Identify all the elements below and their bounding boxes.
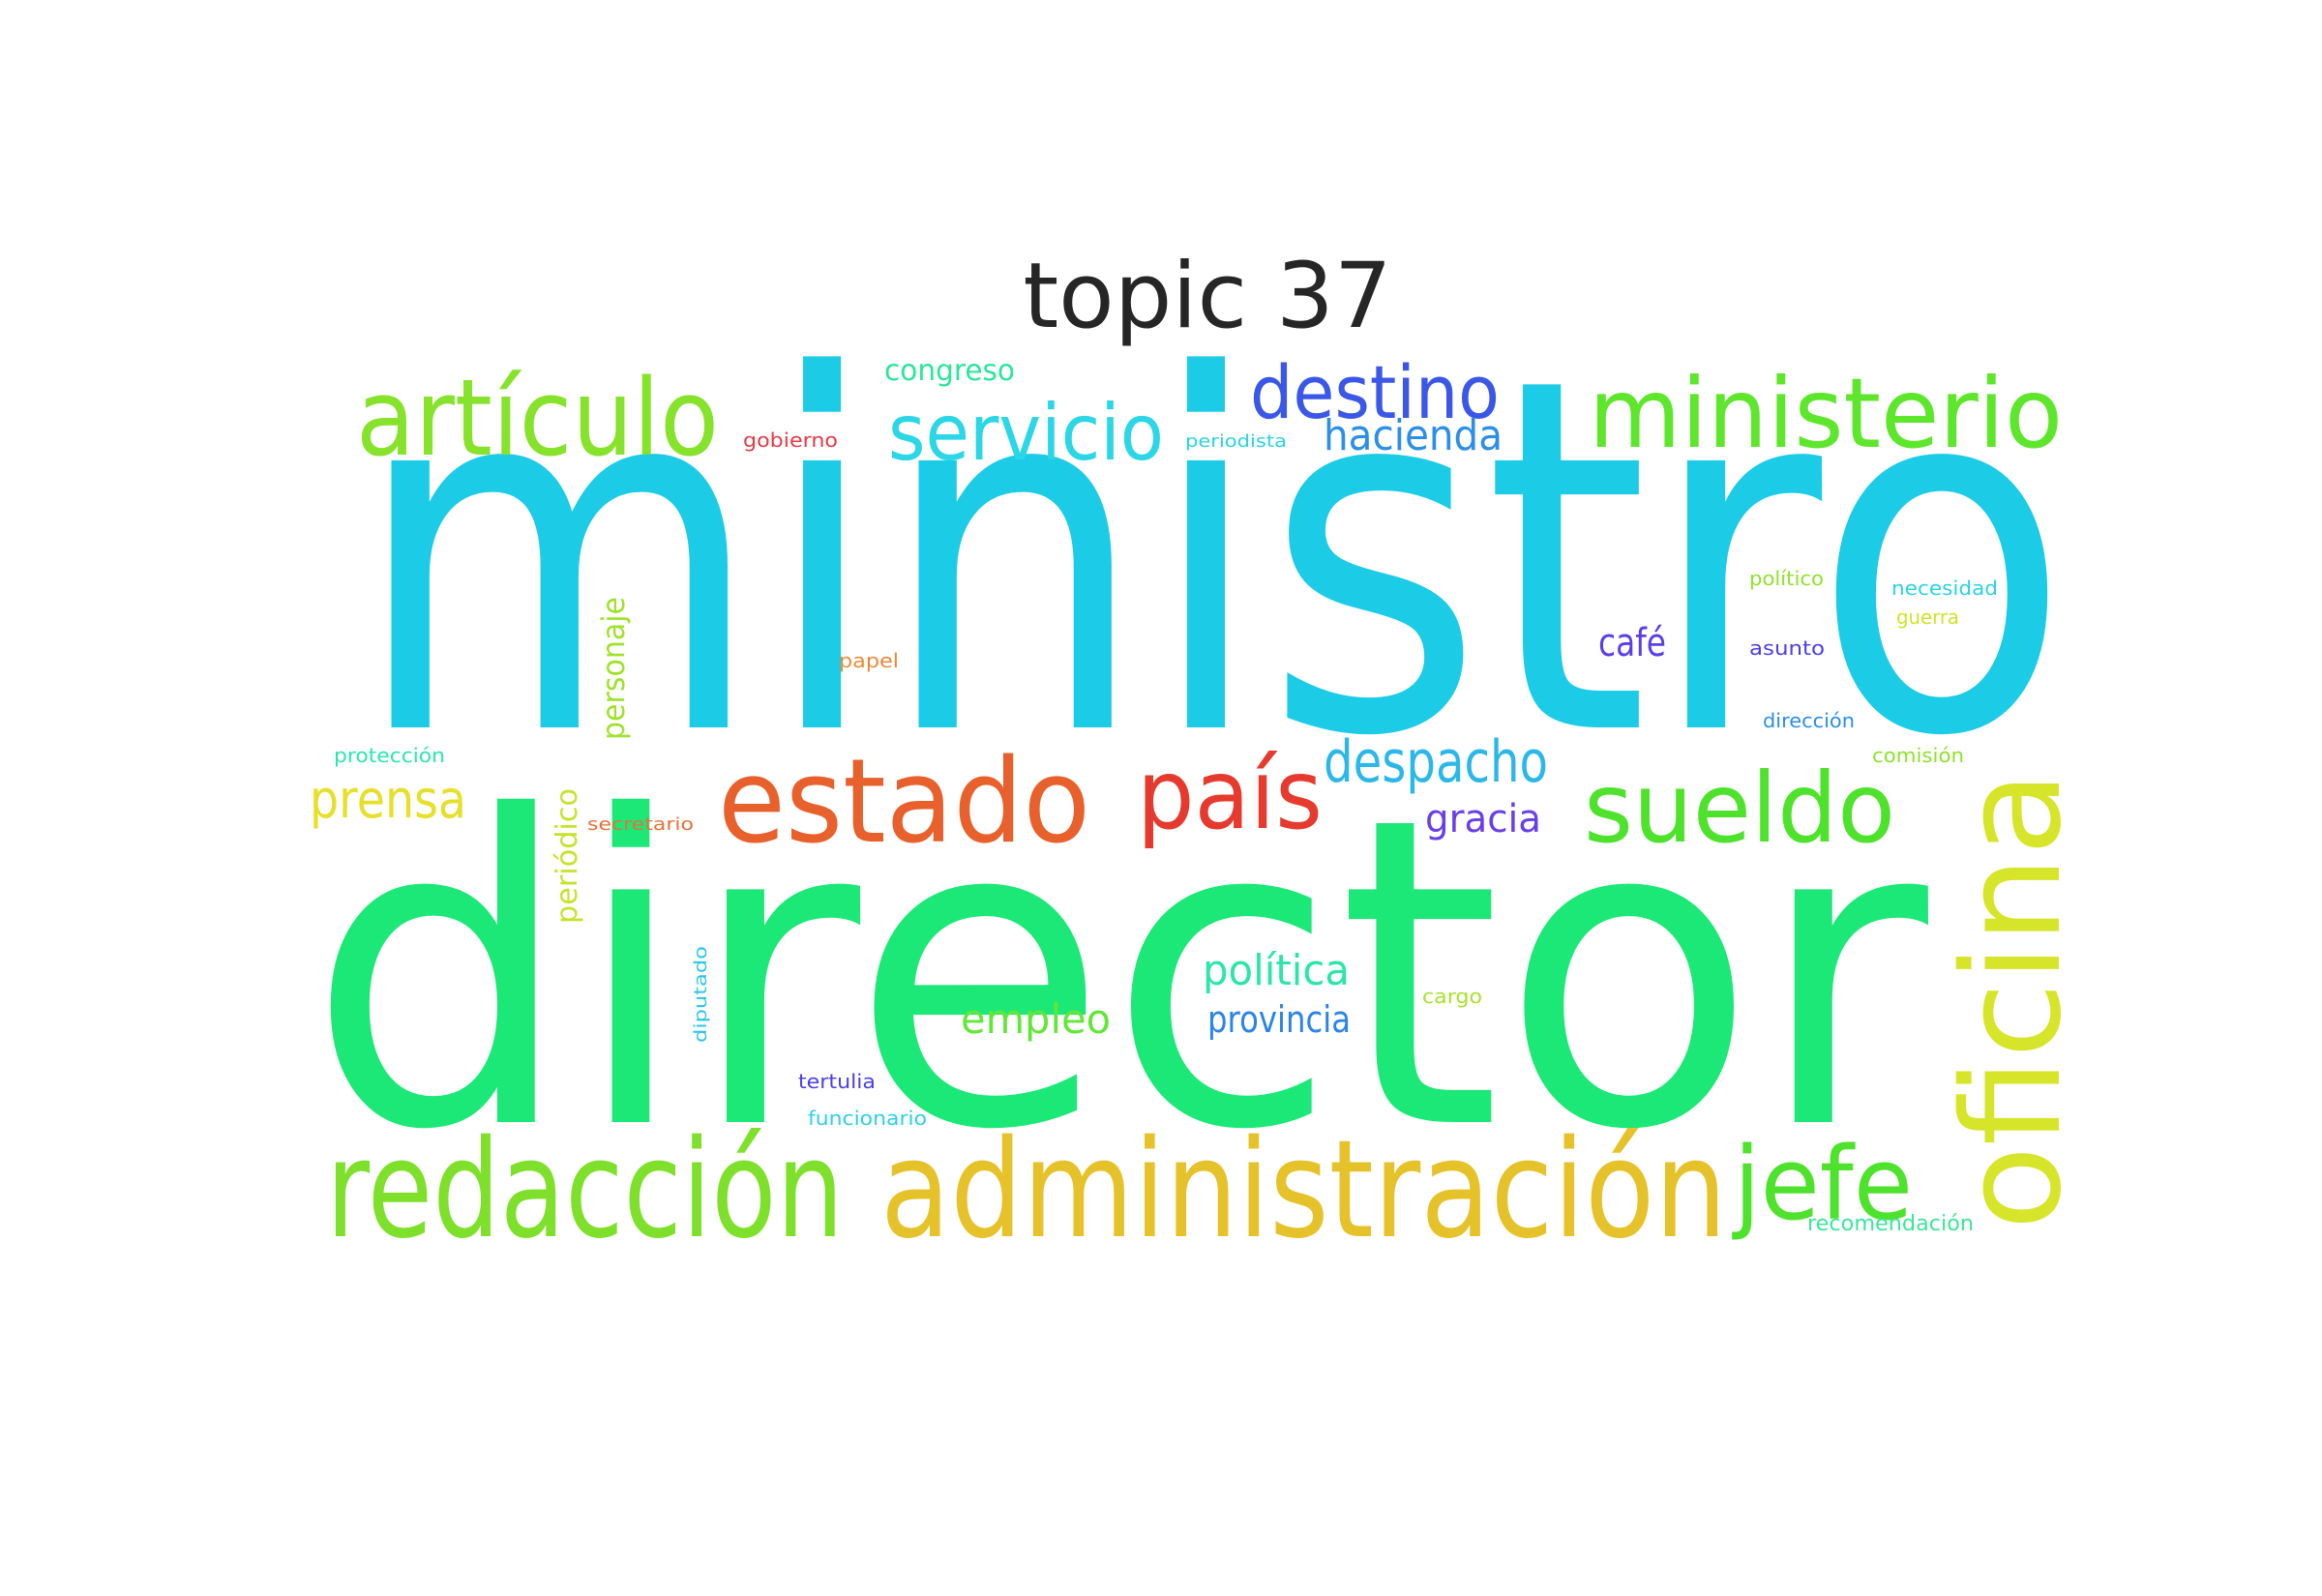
word-secretario: secretario	[587, 814, 694, 835]
word-gracia: gracia	[1425, 797, 1541, 842]
word-servicio: servicio	[888, 388, 1164, 478]
word-gobierno: gobierno	[743, 429, 838, 452]
word-periodista: periodista	[1185, 431, 1287, 452]
word-tertulia: tertulia	[798, 1070, 876, 1093]
word-recomendacion: recomendación	[1807, 1212, 1974, 1236]
word-cafe: café	[1598, 621, 1666, 665]
word-diputado: diputado	[691, 946, 711, 1043]
word-direccion: dirección	[1763, 709, 1855, 732]
word-prensa: prensa	[310, 769, 466, 830]
word-personaje: personaje	[595, 597, 632, 740]
word-despacho: despacho	[1324, 728, 1548, 796]
word-comision: comisión	[1872, 744, 1964, 767]
word-ministerio: ministerio	[1589, 357, 2063, 470]
word-politica: política	[1203, 946, 1350, 995]
word-pais: país	[1137, 738, 1323, 851]
word-sueldo: sueldo	[1584, 752, 1895, 865]
word-necesidad: necesidad	[1891, 576, 1998, 600]
word-asunto: asunto	[1749, 636, 1825, 660]
chart-title: topic 37	[1023, 244, 1391, 349]
word-funcionario: funcionario	[808, 1107, 927, 1130]
word-director: director	[308, 727, 1933, 1223]
word-congreso: congreso	[884, 354, 1015, 388]
word-destino: destino	[1250, 349, 1500, 435]
word-ministro: ministro	[353, 275, 2070, 843]
word-redaccion: redacción	[326, 1111, 844, 1269]
word-guerra: guerra	[1896, 606, 1959, 629]
word-cargo: cargo	[1422, 985, 1482, 1008]
word-periodico: periódico	[551, 788, 584, 924]
word-proteccion: protección	[334, 744, 445, 767]
word-papel: papel	[839, 649, 899, 672]
word-estado: estado	[718, 735, 1090, 870]
word-hacienda: hacienda	[1324, 411, 1503, 460]
word-empleo: empleo	[961, 995, 1111, 1043]
word-politico: político	[1749, 567, 1824, 590]
word-oficina: oficina	[1934, 771, 2092, 1230]
word-jefe: jefe	[1732, 1125, 1913, 1243]
word-provincia: provincia	[1207, 998, 1351, 1041]
word-articulo: artículo	[356, 356, 719, 480]
word-administracion: administración	[880, 1111, 1727, 1269]
